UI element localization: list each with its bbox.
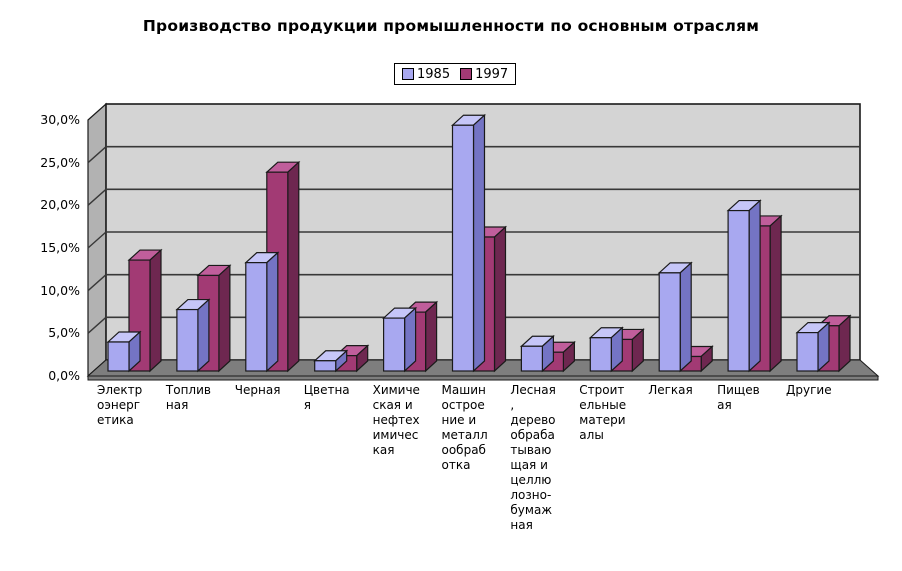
bar-1997-1-side [218,264,231,373]
bar-1985-6-front [520,345,544,372]
category-label-3: Цветна я [303,383,350,412]
bar-1985-9-side [748,199,761,373]
legend-swatch-1997 [460,68,473,80]
bar-1985-4-side [404,306,417,373]
bar-1997-9-side [769,214,782,373]
bar-1985-8-front [658,272,681,372]
y-tick-label: 30,0% [40,112,80,127]
category-label-10: Другие [786,383,832,397]
bar-1985-1-front [176,308,199,372]
legend: 1985 1997 [394,63,517,85]
legend-item-1985: 1985 [402,67,450,82]
bar-1985-4-front [383,317,406,372]
y-tick-label: 25,0% [40,154,80,170]
category-label-5: Машин острое ние и металл ообраб отка [441,383,488,472]
bar-1985-1-side [197,298,210,373]
bar-1997-4-side [425,300,438,373]
category-label-4: Химиче ская и нефтех имичес кая [372,383,420,457]
grid-line-sidewall [87,316,107,334]
bar-1997-5-side [493,225,507,373]
category-label-2: Черная [234,383,281,397]
grid-line-sidewall [87,188,107,206]
bar-1985-5-front [451,124,475,372]
grid-line-sidewall [87,231,107,249]
bar-1997-0-side [149,248,162,373]
category-label-8: Легкая [648,383,693,397]
chart-title: Производство продукции промышленности по… [142,17,760,35]
bar-1985-0-front [107,341,130,372]
y-tick-label: 20,0% [40,197,80,213]
legend-label-1997: 1997 [475,66,509,82]
y-tick-label: 15,0% [40,240,80,255]
y-tick-label: 0,0% [48,368,80,383]
category-label-1: Топлив ная [165,383,211,412]
bar-1985-2-front [245,262,268,372]
category-label-7: Строит ельные матери алы [579,383,627,442]
bar-1985-5-side [472,113,486,373]
grid-line-sidewall [87,274,107,292]
legend-swatch-1985 [402,68,414,80]
category-label-0: Электр оэнерг етика [97,383,143,427]
bar-1985-7-front [589,337,612,372]
legend-item-1997: 1997 [460,67,508,82]
bar-1985-10-front [796,332,819,372]
bar-1997-2-side [287,160,300,373]
y-tick-label: 5,0% [48,325,80,341]
grid-line-sidewall [87,146,107,164]
bar-1985-3-front [314,360,337,372]
legend-label-1985: 1985 [417,66,451,82]
y-tick-label: 10,0% [40,282,80,298]
bar-1985-8-side [679,261,692,373]
bar-1997-10-side [838,314,851,373]
category-label-9: Пищев ая [717,383,760,412]
category-label-6: Лесная , дерево обраба тываю щая и целлю… [510,383,556,532]
bar-1985-2-side [266,251,279,373]
bar-1985-9-front [727,209,750,372]
floor-edge [87,375,879,381]
